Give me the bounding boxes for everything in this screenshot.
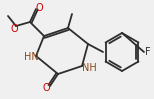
Text: HN: HN	[24, 52, 38, 62]
Text: O: O	[10, 24, 18, 34]
Text: NH: NH	[82, 63, 96, 73]
Text: O: O	[35, 3, 43, 13]
Text: F: F	[145, 47, 151, 57]
Text: O: O	[42, 83, 50, 93]
